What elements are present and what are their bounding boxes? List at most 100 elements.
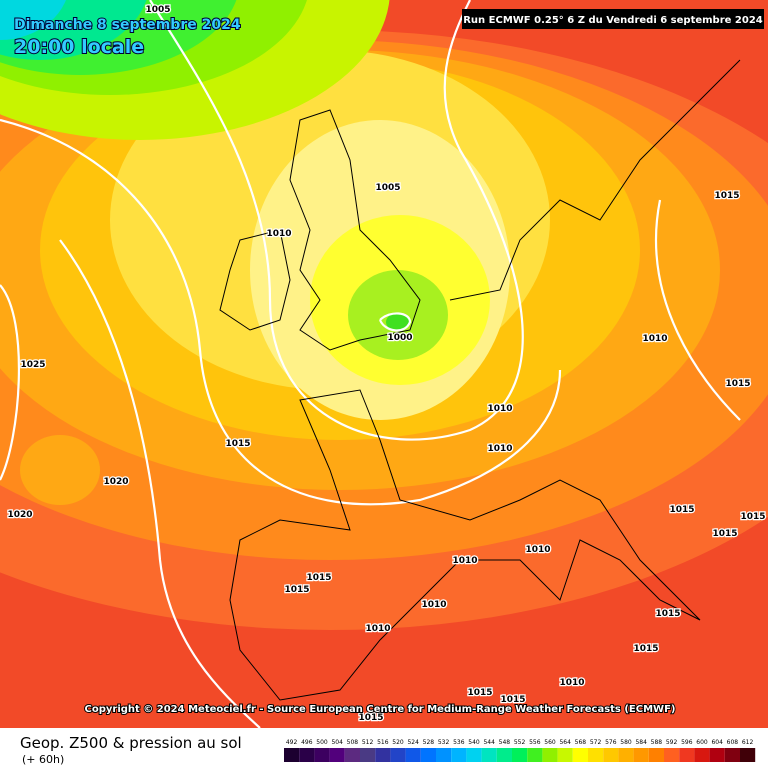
scale-label: 588 [651,739,663,746]
isobar-label: 1015 [306,573,331,583]
scale-swatch [618,748,634,762]
scale-label: 544 [483,739,495,746]
isobar-label: 1015 [225,439,250,449]
coastlines [219,59,741,701]
scale-label: 516 [377,739,389,746]
isobar-label: 1015 [740,512,765,522]
isobar-label: 1010 [559,678,584,688]
scale-swatch [633,748,649,762]
scale-label: 536 [453,739,465,746]
scale-label: 564 [559,739,571,746]
scale-swatch [740,748,756,762]
scale-label: 572 [590,739,602,746]
time: 20:00 locale [14,36,144,58]
scale-swatch [481,748,497,762]
scale-swatch [405,748,421,762]
scale-label: 496 [301,739,313,746]
isobar-label: 1025 [20,360,45,370]
scale-swatch [344,748,360,762]
scale-swatch [284,748,300,762]
run-info: Run ECMWF 0.25° 6 Z du Vendredi 6 septem… [463,15,763,26]
scale-swatch [451,748,467,762]
isobar-label: 1010 [266,229,291,239]
isobars [0,0,741,506]
footer-lead: (+ 60h) [22,753,64,766]
isobar-label: 1010 [452,556,477,566]
field-layers [0,0,768,630]
scale-label: 580 [620,739,632,746]
scale-label: 552 [514,739,526,746]
scale-swatch [360,748,376,762]
isobar-label: 1010 [525,545,550,555]
scale-label: 532 [438,739,450,746]
scale-swatch [679,748,695,762]
scale-swatch [466,748,482,762]
isobar-label: 1010 [487,444,512,454]
isobar-label: 1015 [655,609,680,619]
scale-label: 560 [544,739,556,746]
isobar-label: 1015 [284,585,309,595]
isobar-labels: 1005 1005 1010 1000 1025 1015 1020 1020 1010 1010… [6,4,767,725]
scale-label: 504 [331,739,343,746]
scale-label: 596 [681,739,693,746]
footer-title: Geop. Z500 & pression au sol [20,734,242,752]
scale-label: 528 [423,739,435,746]
isobar-label: 1010 [642,334,667,344]
scale-label: 608 [727,739,739,746]
scale-swatch [329,748,345,762]
scale-label: 592 [666,739,678,746]
isobar-label: 1020 [7,510,32,520]
isobar-label: 1000 [387,333,412,343]
scale-label: 612 [742,739,754,746]
color-scale: 492 496 500 504 508 512 516 520 524 528 532 536 540 5… [284,739,756,762]
isobar-label: 1015 [712,529,737,539]
scale-swatch [299,748,315,762]
isobar-label: 1015 [669,505,694,515]
scale-label: 492 [286,739,298,746]
isobar-label: 1010 [421,600,446,610]
isobar-label: 1010 [365,624,390,634]
isobar-label: 1010 [487,404,512,414]
scale-swatch [542,748,558,762]
scale-swatch [496,748,512,762]
scale-swatch [420,748,436,762]
scale-swatch [603,748,619,762]
isobar-label: 1005 [145,5,170,15]
isobar-label: 1015 [633,644,658,654]
scale-label: 576 [605,739,617,746]
scale-label: 556 [529,739,541,746]
scale-swatch [390,748,406,762]
isobar-label: 1015 [714,191,739,201]
scale-swatch [724,748,740,762]
scale-swatch [709,748,725,762]
scale-label: 512 [362,739,374,746]
scale-swatch [694,748,710,762]
scale-swatch [436,748,452,762]
scale-label: 600 [696,739,708,746]
scale-label: 568 [575,739,587,746]
scale-label: 540 [468,739,480,746]
scale-swatch [375,748,391,762]
scale-label: 524 [407,739,419,746]
scale-swatch [572,748,588,762]
run-box [462,9,764,29]
scale-label: 520 [392,739,404,746]
date: Dimanche 8 septembre 2024 [14,17,241,33]
scale-label: 604 [711,739,723,746]
isobar-label: 1020 [103,477,128,487]
scale-label: 500 [316,739,328,746]
isobar-label: 1015 [500,695,525,705]
isobar-label: 1015 [467,688,492,698]
scale-swatch [527,748,543,762]
copyright: Copyright © 2024 Meteociel.fr - Source E… [85,704,676,715]
scale-label: 548 [499,739,511,746]
isobar-label: 1015 [725,379,750,389]
scale-swatch [664,748,680,762]
isobar-label: 1015 [358,713,383,723]
scale-swatch [648,748,664,762]
isobar-label: 1005 [375,183,400,193]
scale-swatch [512,748,528,762]
scale-swatch [557,748,573,762]
